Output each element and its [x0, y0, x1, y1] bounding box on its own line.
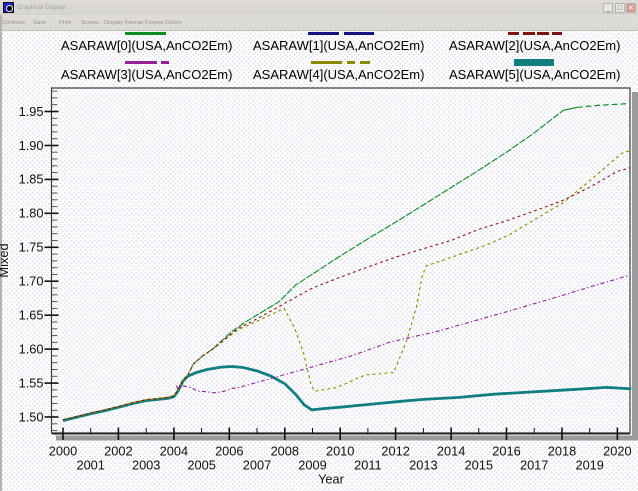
svg-text:2018: 2018 — [548, 444, 576, 459]
svg-text:1.70: 1.70 — [19, 274, 44, 289]
svg-text:2010: 2010 — [326, 444, 354, 459]
svg-text:Mixed: Mixed — [0, 243, 11, 277]
svg-text:1.95: 1.95 — [19, 104, 44, 119]
svg-text:2014: 2014 — [437, 444, 465, 459]
svg-text:2019: 2019 — [575, 458, 603, 473]
svg-text:2012: 2012 — [381, 444, 409, 459]
svg-text:1.80: 1.80 — [19, 206, 44, 221]
svg-text:2020: 2020 — [603, 444, 631, 459]
svg-text:1.90: 1.90 — [19, 138, 44, 153]
svg-text:Year: Year — [318, 472, 345, 487]
svg-text:1.85: 1.85 — [19, 172, 44, 187]
svg-text:2004: 2004 — [160, 444, 188, 459]
svg-text:2003: 2003 — [132, 458, 160, 473]
svg-text:2016: 2016 — [492, 444, 520, 459]
svg-text:1.65: 1.65 — [19, 308, 44, 323]
svg-text:2009: 2009 — [298, 458, 326, 473]
svg-text:2001: 2001 — [76, 458, 104, 473]
svg-text:1.55: 1.55 — [19, 375, 44, 390]
svg-text:2006: 2006 — [215, 444, 243, 459]
svg-text:2015: 2015 — [465, 458, 493, 473]
svg-text:2011: 2011 — [354, 458, 382, 473]
svg-text:2000: 2000 — [49, 444, 77, 459]
svg-text:2002: 2002 — [104, 444, 132, 459]
svg-text:2017: 2017 — [520, 458, 548, 473]
svg-text:1.50: 1.50 — [19, 409, 44, 424]
svg-text:2005: 2005 — [187, 458, 215, 473]
svg-text:1.60: 1.60 — [19, 341, 44, 356]
svg-text:2007: 2007 — [243, 458, 271, 473]
svg-text:2008: 2008 — [271, 444, 299, 459]
svg-text:1.75: 1.75 — [19, 240, 44, 255]
svg-text:2013: 2013 — [409, 458, 437, 473]
